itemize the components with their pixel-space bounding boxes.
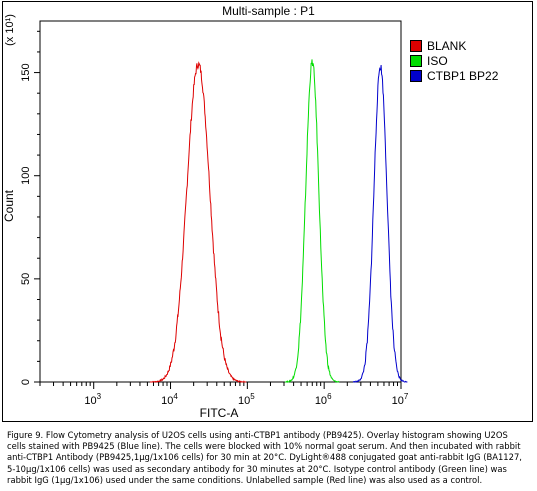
plot-area	[39, 20, 402, 383]
plot-border	[39, 20, 402, 383]
y-axis: 0 50 100 150	[20, 30, 40, 385]
legend-label: CTBP1 BP22	[427, 69, 499, 83]
x-tick-label: 107	[392, 392, 409, 407]
x-tick-label: 103	[84, 392, 101, 407]
series-layer	[149, 59, 408, 383]
chart-title: Multi-sample : P1	[222, 4, 315, 18]
y-tick-label: 100	[20, 167, 32, 185]
y-tick-label: 0	[20, 379, 32, 385]
x-tick-label: 104	[161, 392, 178, 407]
figure-caption: Figure 9. Flow Cytometry analysis of U2O…	[7, 430, 522, 485]
y-tick-label: 50	[20, 273, 32, 285]
x-tick-label: 105	[238, 392, 255, 407]
y-axis-multiplier: (x 10¹)	[4, 14, 16, 46]
legend-label: BLANK	[427, 39, 467, 53]
y-tick-label: 150	[20, 63, 32, 81]
x-axis-label: FITC-A	[200, 406, 239, 420]
legend-swatch	[410, 55, 422, 67]
legend-swatch	[410, 70, 422, 82]
series-ctbp1-bp22-line	[352, 64, 408, 383]
x-tick-label: 106	[315, 392, 332, 407]
legend-label: ISO	[427, 54, 448, 68]
y-axis-label: Count	[2, 189, 16, 222]
legend-swatch	[410, 40, 422, 52]
series-iso-line	[284, 59, 340, 383]
x-axis: 103 104 105 106 107	[39, 382, 409, 407]
series-blank-line	[149, 61, 247, 383]
figure-frame	[2, 1, 533, 422]
